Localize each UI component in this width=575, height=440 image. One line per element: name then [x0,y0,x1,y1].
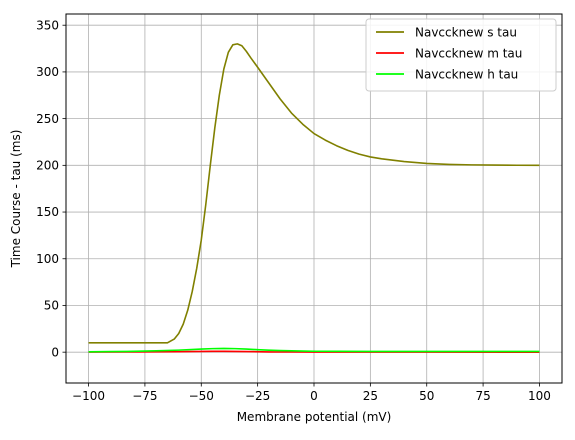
legend-box [365,18,557,92]
x-tick-label: 50 [419,389,434,403]
x-tick-label: 100 [528,389,551,403]
y-tick-label: 100 [36,252,59,266]
y-tick-label: 300 [36,65,59,79]
x-tick-label: −100 [72,389,105,403]
y-axis-label: Time Course - tau (ms) [9,130,23,269]
y-tick-label: 150 [36,205,59,219]
y-tick-label: 0 [51,345,59,359]
x-tick-label: 0 [310,389,318,403]
x-axis-label: Membrane potential (mV) [237,410,392,424]
x-tick-label: −75 [132,389,157,403]
y-tick-label: 250 [36,112,59,126]
legend-label: Navccknew m tau [415,47,522,61]
x-tick-label: −25 [245,389,270,403]
series-line [88,43,540,344]
x-tick-label: −50 [189,389,214,403]
y-axis-ticks: 0 50 100 150 200 250 300 350 [36,18,66,359]
y-tick-label: 200 [36,159,59,173]
y-tick-label: 350 [36,18,59,32]
series-lines [88,43,540,353]
x-axis-ticks: −100 −75 −50 −25 0 25 50 75 100 [72,383,551,403]
legend: Navccknew s tau Navccknew m tau Navccknew … [365,18,557,92]
legend-label: Navccknew s tau [415,26,517,40]
y-tick-label: 50 [44,299,59,313]
x-tick-label: 75 [475,389,490,403]
x-tick-label: 25 [363,389,378,403]
series-line [88,347,540,353]
legend-label: Navccknew h tau [415,68,518,82]
